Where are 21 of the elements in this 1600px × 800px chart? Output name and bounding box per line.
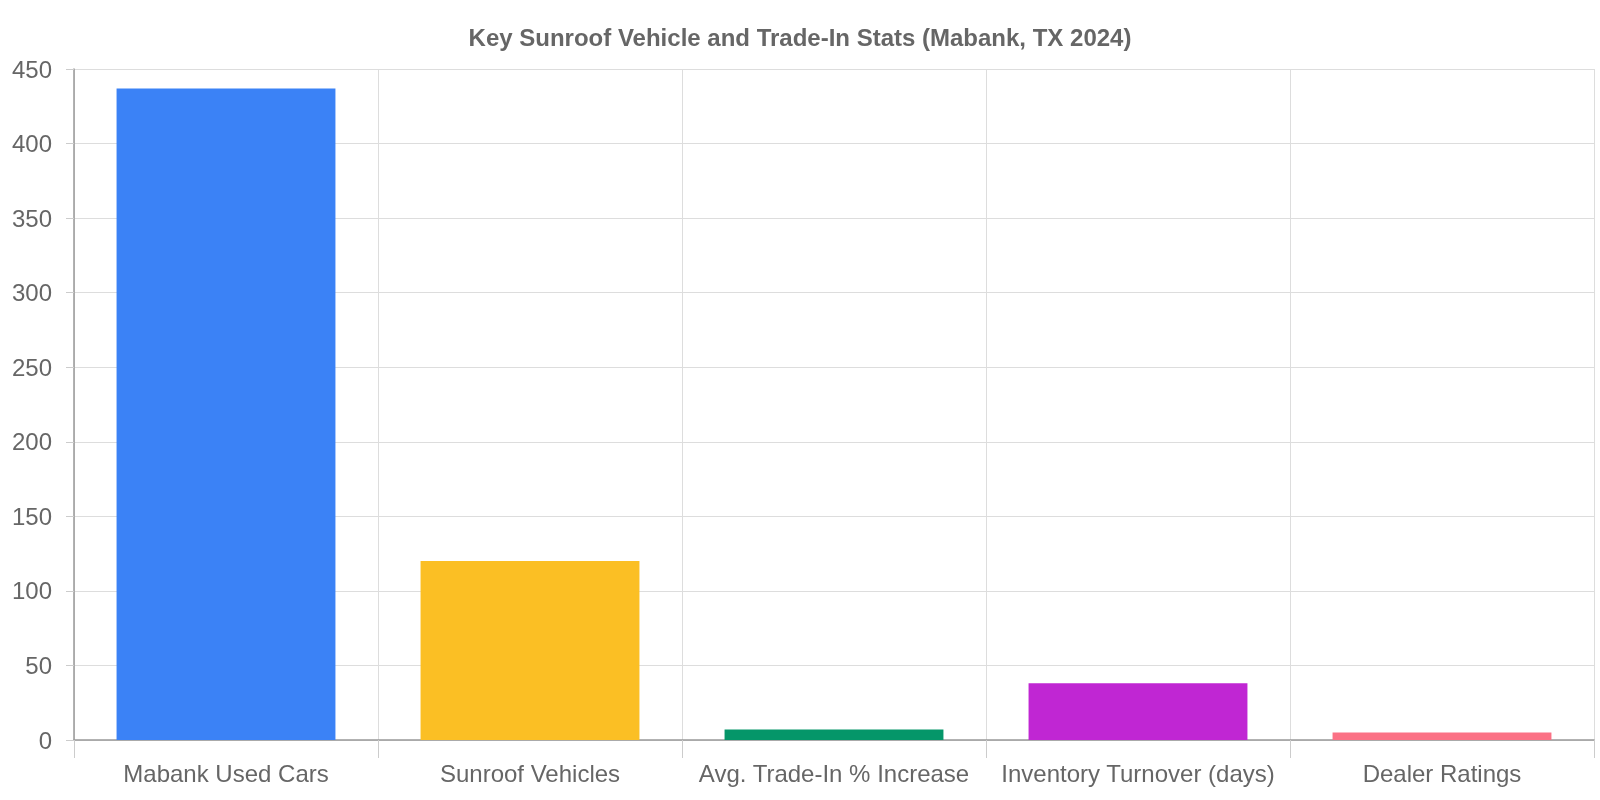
x-tick-label: Inventory Turnover (days) <box>1001 759 1275 787</box>
chart-title: Key Sunroof Vehicle and Trade-In Stats (Mabank, TX 2024) <box>468 23 1132 51</box>
x-tick-label: Mabank Used Cars <box>123 759 329 787</box>
y-tick-label: 400 <box>11 130 52 158</box>
y-tick-label: 300 <box>11 279 52 307</box>
x-tick-label: Avg. Trade-In % Increase <box>698 759 970 787</box>
bar <box>724 729 944 740</box>
x-tick-label: Dealer Ratings <box>1362 759 1522 787</box>
y-tick-label: 450 <box>11 55 52 83</box>
y-tick-label: 0 <box>38 726 52 754</box>
x-tick-label: Sunroof Vehicles <box>439 759 621 787</box>
y-tick-label: 250 <box>11 353 52 381</box>
y-tick-label: 200 <box>11 428 52 456</box>
bar <box>1332 732 1552 740</box>
bar <box>116 88 336 740</box>
y-tick-label: 100 <box>11 577 52 605</box>
bar <box>420 561 640 740</box>
y-tick-label: 350 <box>11 204 52 232</box>
y-tick-label: 50 <box>25 651 52 679</box>
y-tick-label: 150 <box>11 502 52 530</box>
bar <box>1028 683 1248 740</box>
